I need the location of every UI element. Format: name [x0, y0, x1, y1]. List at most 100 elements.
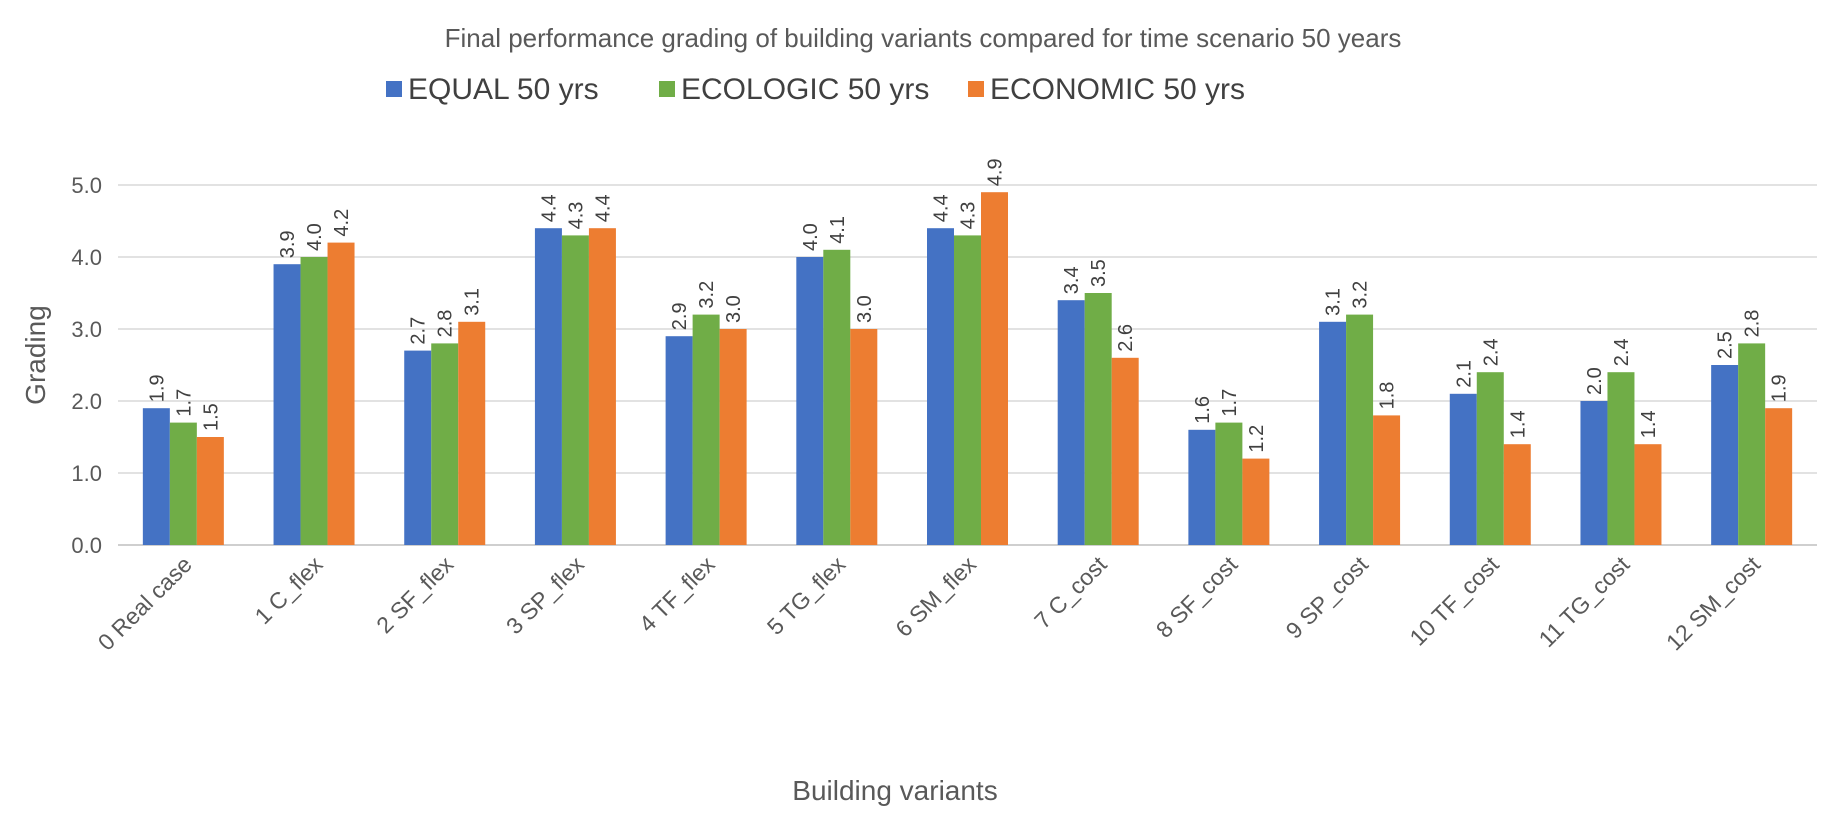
data-label: 3.0: [854, 295, 876, 323]
data-label: 4.4: [931, 194, 953, 222]
data-label: 3.1: [1323, 288, 1345, 316]
legend-item: ECOLOGIC 50 yrs: [659, 73, 929, 106]
bar: [458, 321, 486, 545]
x-category-label: 1 C_flex: [250, 551, 328, 629]
data-label: 3.5: [1088, 259, 1110, 287]
legend-swatch: [386, 81, 402, 97]
y-tick-label: 5.0: [71, 173, 102, 198]
data-label: 1.9: [146, 374, 168, 402]
bar: [327, 242, 355, 545]
bar: [169, 422, 197, 545]
bar: [692, 314, 720, 545]
data-label: 1.8: [1377, 382, 1399, 410]
bar: [273, 264, 301, 545]
legend-label: EQUAL 50 yrs: [408, 73, 599, 106]
data-label: 2.4: [1480, 338, 1502, 366]
bar: [665, 336, 693, 545]
x-category-label: 4 TF_flex: [634, 551, 720, 637]
bar: [1607, 372, 1635, 545]
bar: [1580, 401, 1608, 545]
data-label: 1.7: [1219, 389, 1241, 417]
bar: [1346, 314, 1374, 545]
data-label: 4.4: [592, 194, 614, 222]
bar: [1476, 372, 1504, 545]
x-category-label: 9 SP_cost: [1281, 551, 1374, 644]
legend-swatch: [659, 81, 675, 97]
data-label: 2.1: [1453, 360, 1475, 388]
data-label: 1.9: [1769, 374, 1791, 402]
bar: [1188, 429, 1216, 545]
x-category-label: 11 TG_cost: [1534, 551, 1635, 652]
data-label: 3.4: [1061, 266, 1083, 294]
bar: [1503, 444, 1531, 545]
x-axis-title: Building variants: [792, 775, 997, 806]
legend-item: ECONOMIC 50 yrs: [968, 73, 1245, 106]
x-category-label: 8 SF_cost: [1151, 551, 1243, 643]
data-label: 3.2: [696, 281, 718, 309]
data-label: 2.6: [1115, 324, 1137, 352]
data-label: 2.5: [1715, 331, 1737, 359]
y-tick-label: 1.0: [71, 461, 102, 486]
y-axis-ticks: 0.0 1.0 2.0 3.0 4.0 5.0: [71, 173, 102, 558]
bar: [1449, 393, 1477, 545]
y-axis-title: Grading: [20, 305, 51, 405]
chart-title: Final performance grading of building va…: [445, 23, 1402, 53]
data-label: 2.4: [1611, 338, 1633, 366]
legend-item: EQUAL 50 yrs: [386, 73, 599, 106]
bar: [1634, 444, 1662, 545]
legend: EQUAL 50 yrs ECOLOGIC 50 yrs ECONOMIC 50 y…: [386, 73, 1245, 106]
bar: [927, 228, 954, 545]
bar: [1057, 300, 1085, 545]
data-label: 3.1: [462, 288, 484, 316]
data-label: 3.2: [1350, 281, 1372, 309]
y-tick-label: 2.0: [71, 389, 102, 414]
data-label: 1.2: [1246, 425, 1268, 453]
x-category-label: 7 C_cost: [1029, 551, 1112, 634]
data-label: 2.8: [1742, 310, 1764, 338]
bar: [981, 192, 1008, 545]
x-category-label: 12 SM_cost: [1661, 551, 1766, 656]
data-label: 1.4: [1507, 410, 1529, 438]
data-label: 1.5: [200, 403, 222, 431]
bar: [1373, 415, 1401, 545]
bar: [850, 329, 878, 545]
x-category-label: 0 Real case: [93, 551, 197, 655]
legend-label: ECONOMIC 50 yrs: [990, 73, 1245, 106]
data-label: 4.3: [565, 202, 587, 230]
data-label: 2.0: [1584, 367, 1606, 395]
data-label: 4.0: [304, 223, 326, 251]
bar: [431, 343, 459, 545]
bar: [534, 228, 562, 545]
bar: [1711, 365, 1739, 545]
bar: [954, 235, 981, 545]
x-category-label: 10 TF_cost: [1404, 551, 1504, 651]
x-category-label: 5 TG_flex: [762, 551, 851, 640]
x-category-label: 2 SF_flex: [371, 551, 458, 638]
y-tick-label: 3.0: [71, 317, 102, 342]
data-label: 3.0: [723, 295, 745, 323]
bar: [142, 408, 170, 545]
bar: [1084, 293, 1112, 545]
data-label: 2.7: [408, 317, 430, 345]
legend-swatch: [968, 81, 984, 97]
bar: [796, 257, 824, 545]
bar: [561, 235, 589, 545]
bar: [588, 228, 616, 545]
bar: [404, 350, 432, 545]
y-tick-label: 0.0: [71, 533, 102, 558]
x-category-label: 3 SP_flex: [501, 551, 589, 639]
data-label: 4.1: [827, 216, 849, 244]
data-label: 1.6: [1192, 396, 1214, 424]
data-label: 2.8: [435, 310, 457, 338]
legend-label: ECOLOGIC 50 yrs: [681, 73, 929, 106]
bar: [1765, 408, 1793, 545]
data-label: 1.4: [1638, 410, 1660, 438]
data-labels: 1.91.71.53.9 4.04.22.7 2.83.14.4 4.3 4.42.93…: [146, 158, 1790, 452]
bar: [1111, 357, 1139, 545]
data-label: 4.3: [958, 202, 980, 230]
bars: [142, 192, 1793, 546]
x-axis-categories: 0 Real case 1 C_flex 2 SF_flex 3 SP_flex 4 T…: [93, 551, 1766, 656]
bar: [1319, 321, 1347, 545]
